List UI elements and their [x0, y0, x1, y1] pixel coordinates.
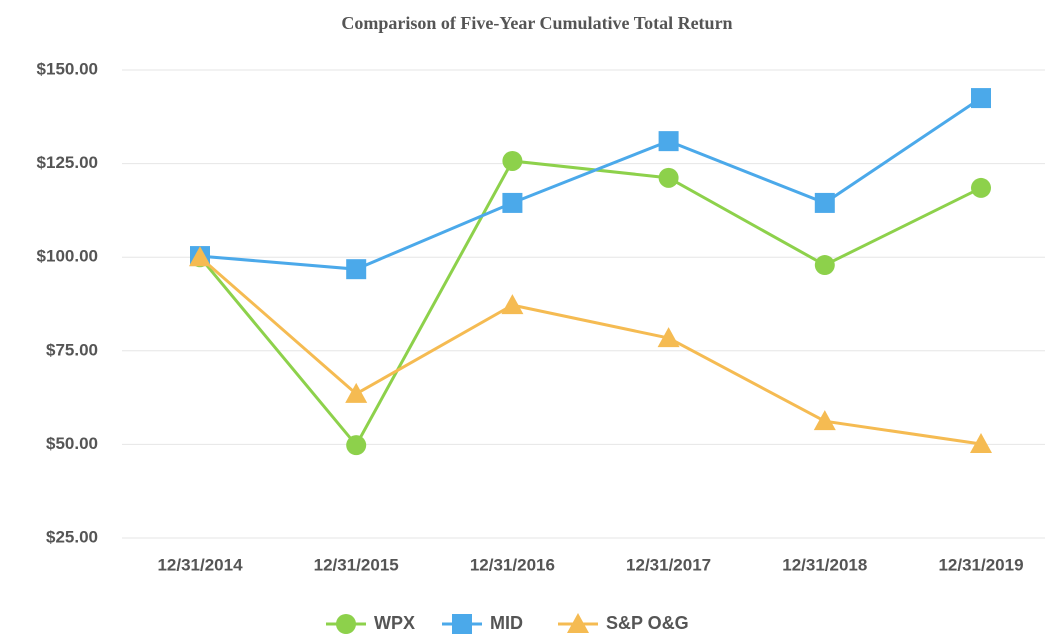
data-point — [345, 382, 368, 403]
y-tick-label: $25.00 — [46, 527, 98, 546]
data-point — [502, 150, 523, 171]
x-tick-label: 12/31/2015 — [314, 555, 399, 574]
data-point — [813, 410, 836, 431]
x-tick-label: 12/31/2017 — [626, 555, 711, 574]
data-point — [189, 246, 211, 267]
y-tick-label: $75.00 — [46, 340, 98, 359]
legend-label: S&P O&G — [606, 613, 689, 633]
legend-marker — [452, 614, 472, 634]
y-tick-label: $150.00 — [37, 59, 98, 78]
data-point — [814, 192, 835, 213]
data-point — [971, 177, 991, 198]
data-point — [346, 259, 367, 280]
legend-label: WPX — [374, 613, 415, 633]
chart-title: Comparison of Five-Year Cumulative Total… — [341, 13, 732, 33]
data-point — [970, 433, 992, 454]
x-tick-label: 12/31/2014 — [157, 555, 243, 574]
data-point — [658, 131, 679, 152]
series-line — [199, 96, 982, 271]
y-tick-label: $100.00 — [37, 247, 98, 266]
series-line — [198, 159, 982, 448]
y-tick-label: $50.00 — [46, 434, 98, 453]
data-point — [346, 435, 367, 456]
legend-marker — [336, 614, 356, 634]
x-tick-label: 12/31/2016 — [470, 555, 555, 574]
legend-marker — [567, 613, 589, 633]
data-point — [501, 294, 524, 315]
data-point — [657, 327, 680, 348]
series-line — [199, 256, 982, 446]
x-tick-label: 12/31/2018 — [782, 555, 867, 574]
data-point — [814, 255, 835, 276]
data-point — [502, 192, 523, 213]
y-tick-label: $125.00 — [37, 153, 98, 172]
legend-label: MID — [490, 613, 523, 633]
x-tick-label: 12/31/2019 — [938, 555, 1023, 574]
data-point — [971, 88, 991, 109]
data-point — [658, 167, 679, 188]
